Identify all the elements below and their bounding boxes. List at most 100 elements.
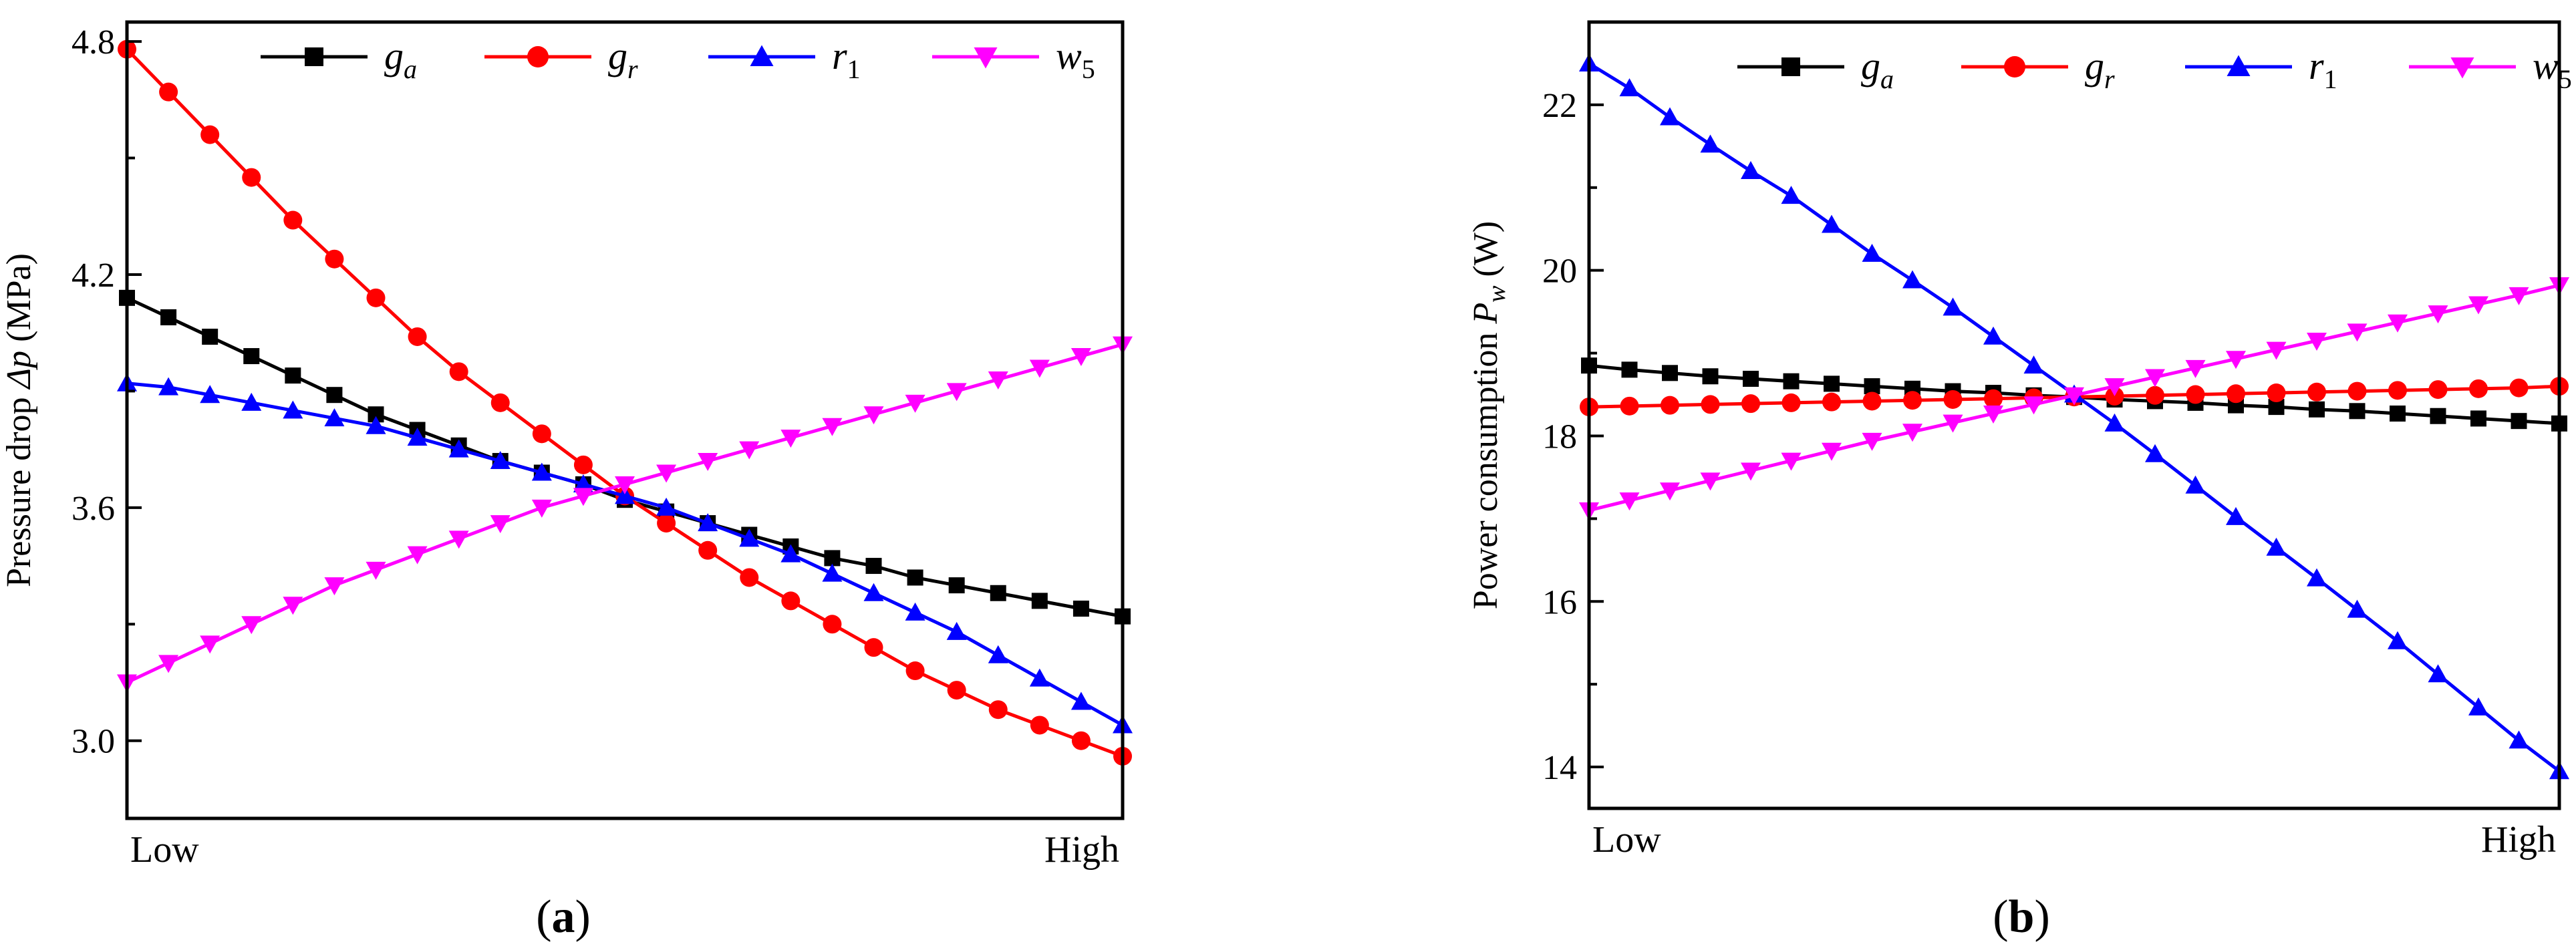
data-point-gr [1071, 731, 1091, 750]
x-label-high: High [2481, 819, 2556, 860]
legend-label-ga: ga [1861, 44, 1894, 94]
data-point-w5 [2185, 359, 2206, 378]
y-tick-label: 4.8 [71, 23, 115, 61]
data-point-w5 [1660, 482, 1680, 501]
data-point-gr [2388, 381, 2407, 400]
data-point-ga [1702, 368, 1719, 385]
data-point-r1 [1983, 326, 2003, 345]
data-point-r1 [988, 645, 1008, 663]
data-point-w5 [407, 546, 428, 565]
data-point-gr [947, 681, 966, 700]
data-point-gr [1862, 391, 1882, 411]
data-point-w5 [1700, 472, 1721, 491]
data-point-w5 [2023, 396, 2044, 415]
data-point-r1 [2145, 444, 2165, 462]
data-point-r1 [1862, 243, 1882, 262]
panel-label: (a) [536, 891, 591, 943]
data-point-r1 [905, 602, 925, 621]
data-point-w5 [988, 371, 1008, 389]
data-point-r1 [1660, 107, 1680, 126]
data-point-r1 [1822, 214, 1842, 233]
y-tick-label: 16 [1542, 583, 1577, 621]
data-point-gr [2428, 380, 2448, 400]
data-point-gr [490, 393, 510, 412]
data-point-r1 [2388, 631, 2408, 649]
x-label-low: Low [130, 829, 199, 871]
data-point-r1 [407, 428, 428, 446]
plot-frame [1587, 20, 2561, 810]
chart-panel-b: 14 16 18 20 22 Low High Power consumption Pw (W… [1467, 20, 2572, 943]
data-point-gr [1984, 389, 2003, 408]
data-point-gr [408, 327, 427, 346]
data-point-w5 [2266, 341, 2287, 360]
data-point-r1 [2468, 697, 2488, 716]
legend-label-r1: r1 [832, 34, 861, 84]
data-point-r1 [1781, 186, 1802, 204]
y-tick-label: 22 [1542, 87, 1577, 125]
data-point-gr [1822, 392, 1841, 412]
data-point-w5 [448, 530, 469, 549]
legend-label-gr: gr [2085, 44, 2115, 94]
data-point-w5 [2428, 305, 2448, 324]
series-group [117, 39, 1133, 766]
y-tick-label: 3.0 [71, 723, 115, 761]
data-point-r1 [1741, 161, 1761, 180]
data-point-ga [2349, 403, 2366, 420]
data-point-r1 [739, 528, 760, 547]
data-point-ga [1824, 375, 1840, 392]
data-point-r1 [2226, 506, 2246, 525]
data-point-ga [2430, 408, 2446, 424]
data-point-r1 [1700, 134, 1721, 153]
data-point-r1 [1070, 691, 1091, 710]
data-point-w5 [1029, 359, 1050, 378]
y-tick-label: 14 [1542, 749, 1577, 787]
data-point-w5 [2226, 351, 2246, 369]
data-point-w5 [1070, 348, 1091, 367]
data-point-w5 [2104, 378, 2125, 397]
data-point-w5 [2388, 314, 2408, 333]
data-point-gr [1030, 716, 1049, 735]
data-point-w5 [1902, 424, 1922, 442]
data-point-w5 [739, 441, 760, 460]
data-point-w5 [863, 406, 884, 425]
data-point-r1 [698, 513, 718, 532]
data-point-ga [243, 348, 260, 365]
data-point-w5 [1983, 406, 2003, 424]
data-point-r1 [1902, 270, 1922, 289]
data-point-r1 [946, 621, 967, 640]
data-point-ga [2309, 401, 2325, 418]
data-point-r1 [158, 377, 179, 396]
data-point-r1 [656, 497, 677, 516]
data-point-ga [1031, 593, 1048, 609]
data-point-r1 [2347, 599, 2368, 618]
data-point-w5 [1862, 432, 1882, 451]
data-point-r1 [200, 385, 221, 404]
data-point-r1 [2428, 664, 2448, 683]
legend-label-ga: ga [384, 34, 417, 84]
data-point-ga [1783, 373, 1800, 389]
data-point-w5 [283, 597, 303, 615]
legend-marker [974, 47, 998, 69]
data-point-w5 [1741, 462, 1761, 481]
series-line-gr [126, 47, 1123, 758]
data-point-w5 [656, 464, 677, 483]
series-line-ga [126, 296, 1123, 619]
data-point-r1 [2023, 355, 2044, 374]
legend-marker [750, 45, 774, 66]
data-point-r1 [2185, 475, 2206, 494]
data-point-gr [2267, 383, 2286, 403]
data-point-r1 [1029, 668, 1050, 687]
data-point-r1 [863, 583, 884, 601]
data-point-ga [202, 328, 219, 345]
legend: ga gr r1 w5 [261, 34, 1095, 84]
data-point-ga [2470, 410, 2486, 427]
legend-label-w5: w5 [2533, 44, 2572, 94]
data-point-gr [2227, 384, 2245, 404]
data-point-ga [824, 550, 841, 567]
data-point-r1 [2509, 730, 2529, 749]
y-tick-label: 20 [1542, 253, 1577, 291]
data-point-ga [160, 309, 177, 325]
data-point-ga [2511, 413, 2527, 430]
data-point-gr [242, 168, 261, 187]
chart-panel-a: 3.0 3.6 4.2 4.8 Low High Pressure drop Δp (MPa… [0, 20, 1133, 943]
